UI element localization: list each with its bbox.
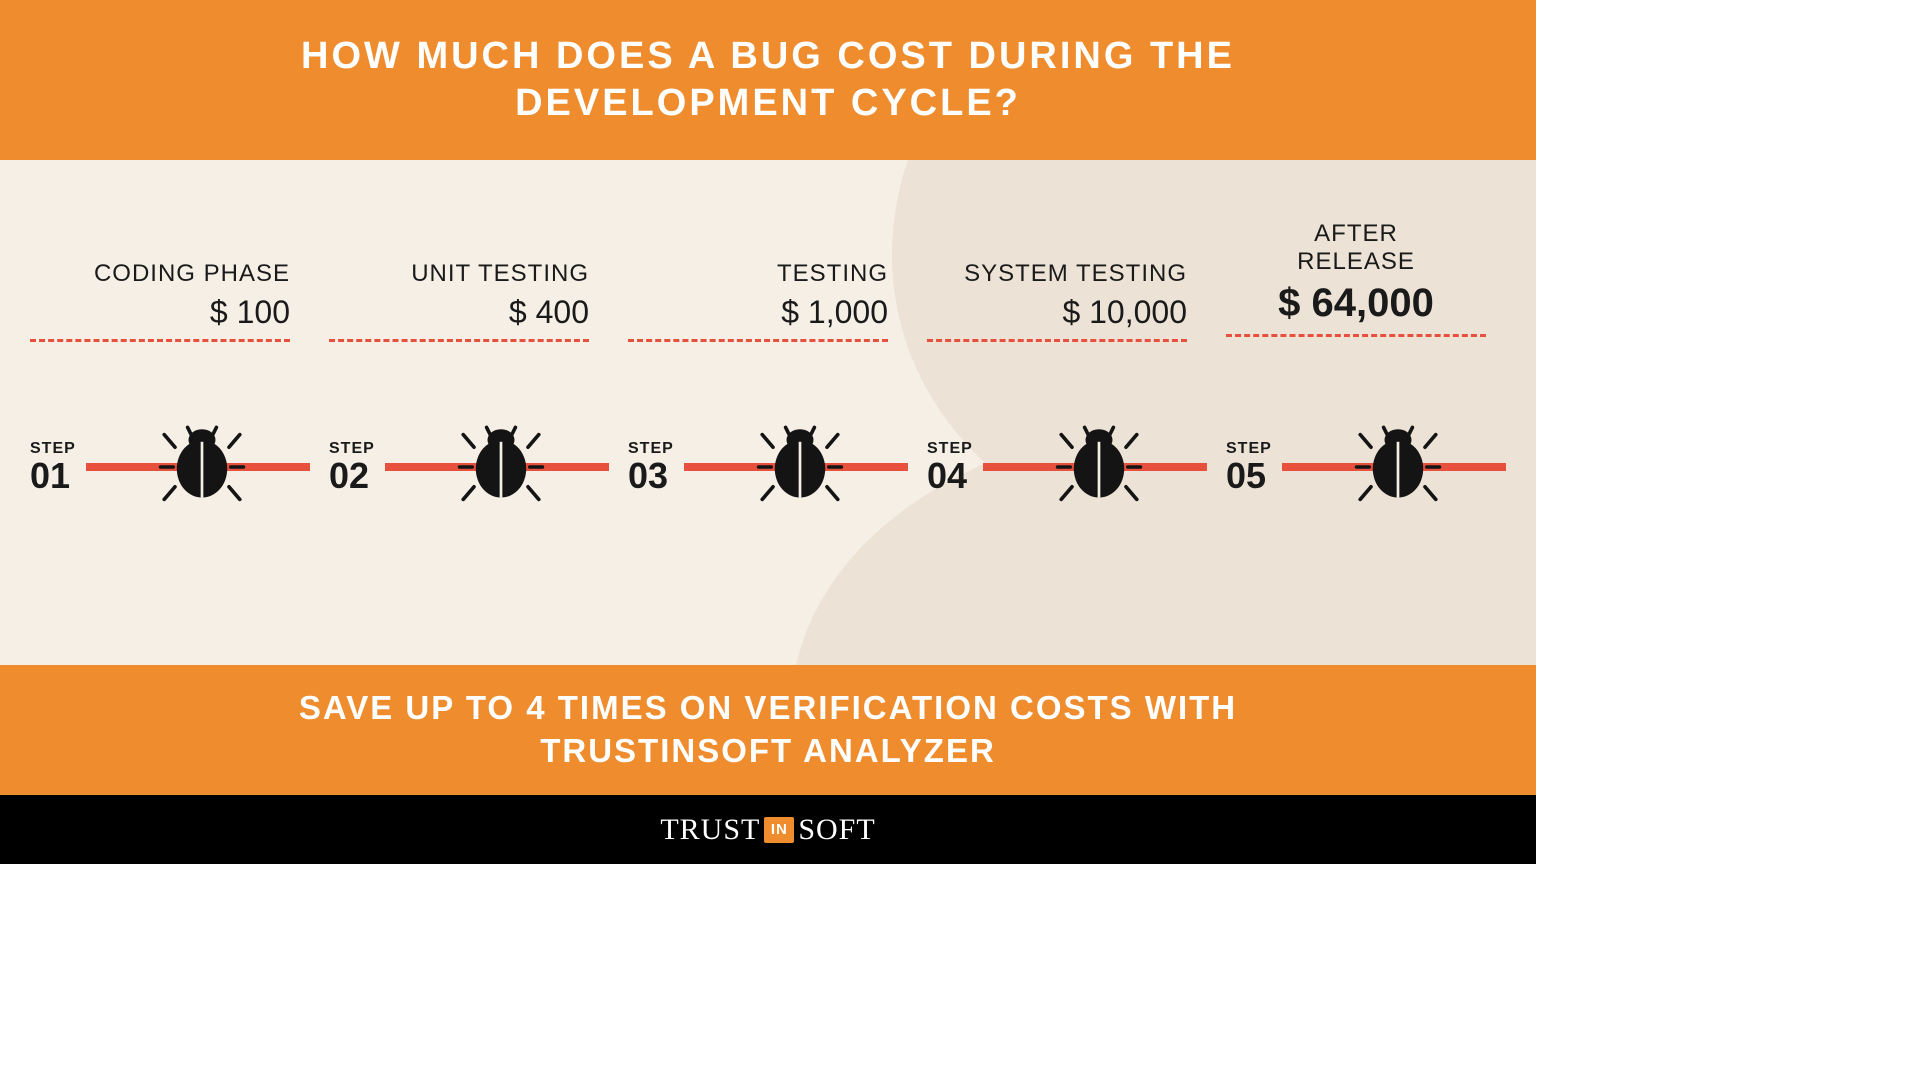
step-line-wrap bbox=[684, 463, 908, 471]
step-line-wrap bbox=[1282, 463, 1506, 471]
header-title: HOW MUCH DOES A BUG COST DURING THE DEVE… bbox=[301, 33, 1235, 128]
stage-cost: $ 64,000 bbox=[1226, 281, 1486, 326]
bug-icon bbox=[755, 422, 845, 512]
bug-icon bbox=[1054, 422, 1144, 512]
step-line-wrap bbox=[385, 463, 609, 471]
step-block: STEP04 bbox=[927, 440, 1207, 494]
step-number-block: STEP01 bbox=[30, 440, 76, 494]
stage-divider bbox=[329, 339, 589, 342]
stage-label: TESTING bbox=[628, 260, 888, 288]
stage-label: AFTER RELEASE bbox=[1226, 220, 1486, 275]
logo-right: SOFT bbox=[798, 813, 875, 847]
step-number-block: STEP03 bbox=[628, 440, 674, 494]
stage-label: SYSTEM TESTING bbox=[927, 260, 1187, 288]
step-number-block: STEP04 bbox=[927, 440, 973, 494]
step-number: 04 bbox=[927, 458, 973, 494]
stage-cost: $ 1,000 bbox=[628, 294, 888, 331]
step-block: STEP03 bbox=[628, 440, 908, 494]
step-number: 01 bbox=[30, 458, 76, 494]
stage-block: UNIT TESTING $ 400 bbox=[329, 260, 609, 342]
stage-divider bbox=[30, 339, 290, 342]
stage-block: TESTING $ 1,000 bbox=[628, 260, 908, 342]
step-line-wrap bbox=[983, 463, 1207, 471]
step-number-block: STEP02 bbox=[329, 440, 375, 494]
logo-mid-box: IN bbox=[764, 817, 794, 843]
bug-icon bbox=[456, 422, 546, 512]
step-number: 05 bbox=[1226, 458, 1272, 494]
stage-divider bbox=[927, 339, 1187, 342]
stage-block: SYSTEM TESTING $ 10,000 bbox=[927, 260, 1207, 342]
step-line-wrap bbox=[86, 463, 310, 471]
logo-left: TRUST bbox=[660, 813, 760, 847]
step-block: STEP02 bbox=[329, 440, 609, 494]
step-block: STEP05 bbox=[1226, 440, 1506, 494]
stage-block: AFTER RELEASE $ 64,000 bbox=[1226, 220, 1506, 342]
stage-block: CODING PHASE $ 100 bbox=[30, 260, 310, 342]
step-number: 02 bbox=[329, 458, 375, 494]
steps-row: STEP01 STEP02 STEP03 STEP04 STEP05 bbox=[30, 440, 1506, 494]
bug-icon bbox=[1353, 422, 1443, 512]
bug-icon bbox=[157, 422, 247, 512]
stages-row: CODING PHASE $ 100 UNIT TESTING $ 400 TESTIN… bbox=[30, 260, 1506, 342]
stage-cost: $ 10,000 bbox=[927, 294, 1187, 331]
brand-logo: TRUST IN SOFT bbox=[660, 813, 875, 847]
stage-cost: $ 400 bbox=[329, 294, 589, 331]
bottom-banner: SAVE UP TO 4 TIMES ON VERIFICATION COSTS… bbox=[0, 665, 1536, 795]
mid-section: CODING PHASE $ 100 UNIT TESTING $ 400 TESTIN… bbox=[0, 160, 1536, 665]
step-number: 03 bbox=[628, 458, 674, 494]
stage-divider bbox=[1226, 334, 1486, 337]
stage-cost: $ 100 bbox=[30, 294, 290, 331]
logo-bar: TRUST IN SOFT bbox=[0, 795, 1536, 864]
header-banner: HOW MUCH DOES A BUG COST DURING THE DEVE… bbox=[0, 0, 1536, 160]
stage-label: CODING PHASE bbox=[30, 260, 290, 288]
bottom-banner-text: SAVE UP TO 4 TIMES ON VERIFICATION COSTS… bbox=[299, 687, 1237, 773]
stage-divider bbox=[628, 339, 888, 342]
stage-label: UNIT TESTING bbox=[329, 260, 589, 288]
step-block: STEP01 bbox=[30, 440, 310, 494]
step-number-block: STEP05 bbox=[1226, 440, 1272, 494]
